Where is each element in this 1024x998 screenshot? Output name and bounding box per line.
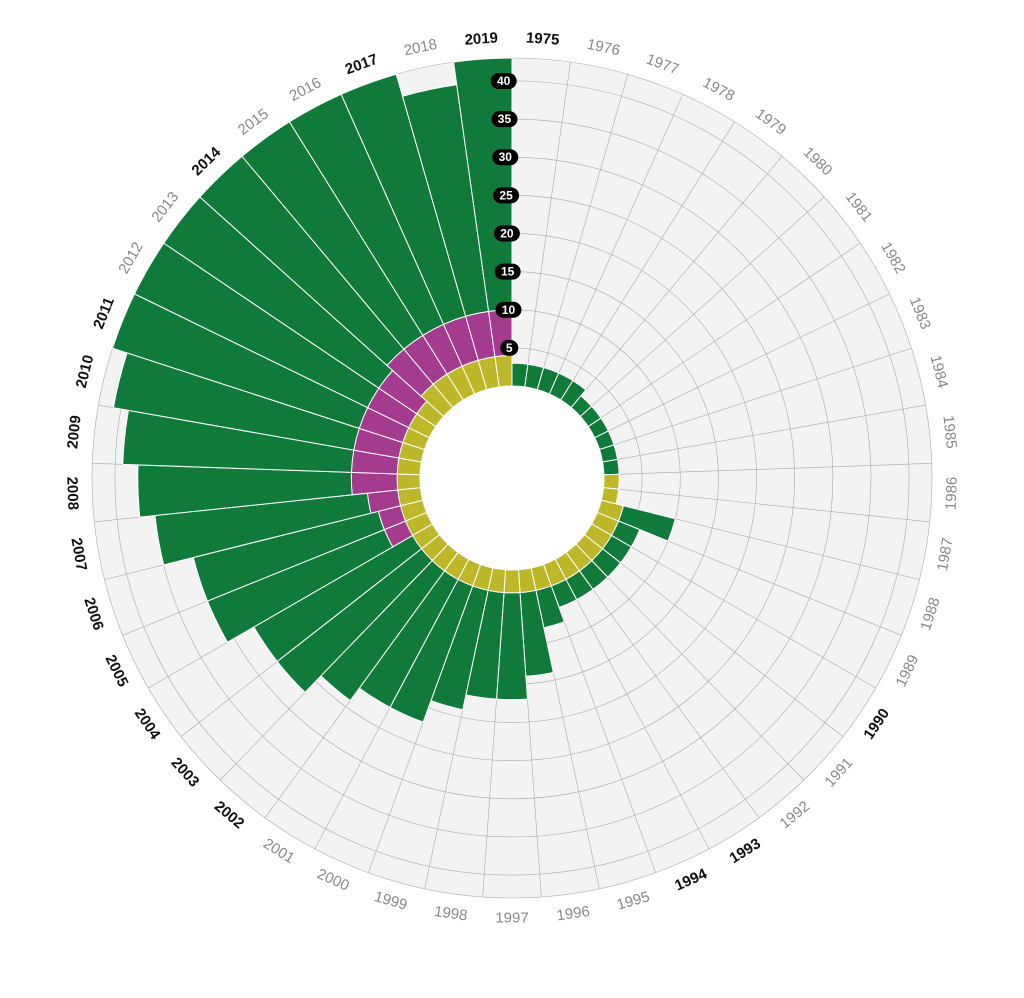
- year-label: 2017: [343, 51, 380, 78]
- year-label: 1998: [433, 903, 468, 924]
- year-label: 1989: [893, 652, 923, 689]
- year-label: 2019: [464, 29, 498, 48]
- radial-tick-label: 30: [499, 150, 513, 164]
- bar-segment: [397, 474, 420, 490]
- year-label: 1976: [585, 36, 621, 60]
- polar-bar-chart: 5101520253035401975197619771978197919801…: [0, 0, 1024, 998]
- year-label: 1977: [644, 51, 681, 78]
- year-label: 2015: [235, 105, 272, 138]
- year-label: 1991: [822, 754, 857, 790]
- radial-tick-label: 5: [506, 341, 513, 355]
- radial-tick-label: 15: [501, 265, 515, 279]
- year-label: 2006: [80, 595, 106, 632]
- year-label: 1996: [556, 903, 591, 924]
- year-label: 2003: [168, 754, 203, 790]
- year-label: 2002: [211, 798, 247, 832]
- year-label: 1999: [372, 888, 409, 914]
- year-label: 1990: [860, 705, 893, 742]
- year-label: 2014: [188, 143, 224, 179]
- year-label: 1983: [906, 295, 934, 332]
- year-label: 1980: [800, 144, 836, 179]
- radial-tick-label: 35: [498, 112, 512, 126]
- year-label: 2004: [131, 705, 164, 743]
- year-label: 2008: [63, 476, 81, 510]
- year-label: 1978: [700, 74, 737, 105]
- year-label: 1979: [752, 105, 789, 138]
- year-label: 1985: [939, 415, 959, 450]
- polar-chart-svg: 5101520253035401975197619771978197919801…: [0, 0, 1024, 998]
- year-label: 1982: [877, 239, 908, 276]
- year-label: 2010: [73, 353, 98, 389]
- year-label: 1995: [615, 888, 652, 914]
- year-label: 1988: [917, 595, 943, 632]
- center-hole: [421, 387, 604, 570]
- year-label: 1984: [927, 353, 952, 389]
- year-label: 1987: [934, 536, 957, 572]
- year-label: 2013: [148, 189, 182, 226]
- year-label: 1981: [842, 189, 876, 226]
- radial-tick-label: 10: [502, 303, 516, 317]
- year-label: 2001: [260, 835, 297, 867]
- year-label: 1993: [727, 835, 764, 867]
- bar-segment: [504, 570, 520, 593]
- year-label: 1994: [672, 865, 710, 894]
- year-label: 1986: [943, 476, 961, 510]
- year-label: 2005: [102, 652, 132, 689]
- radial-tick-label: 25: [499, 188, 513, 202]
- year-label: 2011: [90, 295, 118, 332]
- year-label: 2018: [402, 36, 438, 60]
- year-label: 2009: [64, 415, 84, 450]
- bar-segment: [603, 474, 619, 489]
- year-label: 1992: [777, 798, 813, 832]
- radial-tick-label: 20: [500, 226, 514, 240]
- year-label: 2007: [67, 536, 90, 572]
- year-label: 2000: [314, 865, 351, 894]
- year-label: 1975: [525, 29, 559, 48]
- year-label: 2016: [287, 74, 324, 105]
- year-label: 2012: [115, 239, 146, 276]
- bar-segment: [603, 459, 620, 474]
- year-label: 1997: [495, 910, 528, 927]
- radial-tick-label: 40: [497, 74, 511, 88]
